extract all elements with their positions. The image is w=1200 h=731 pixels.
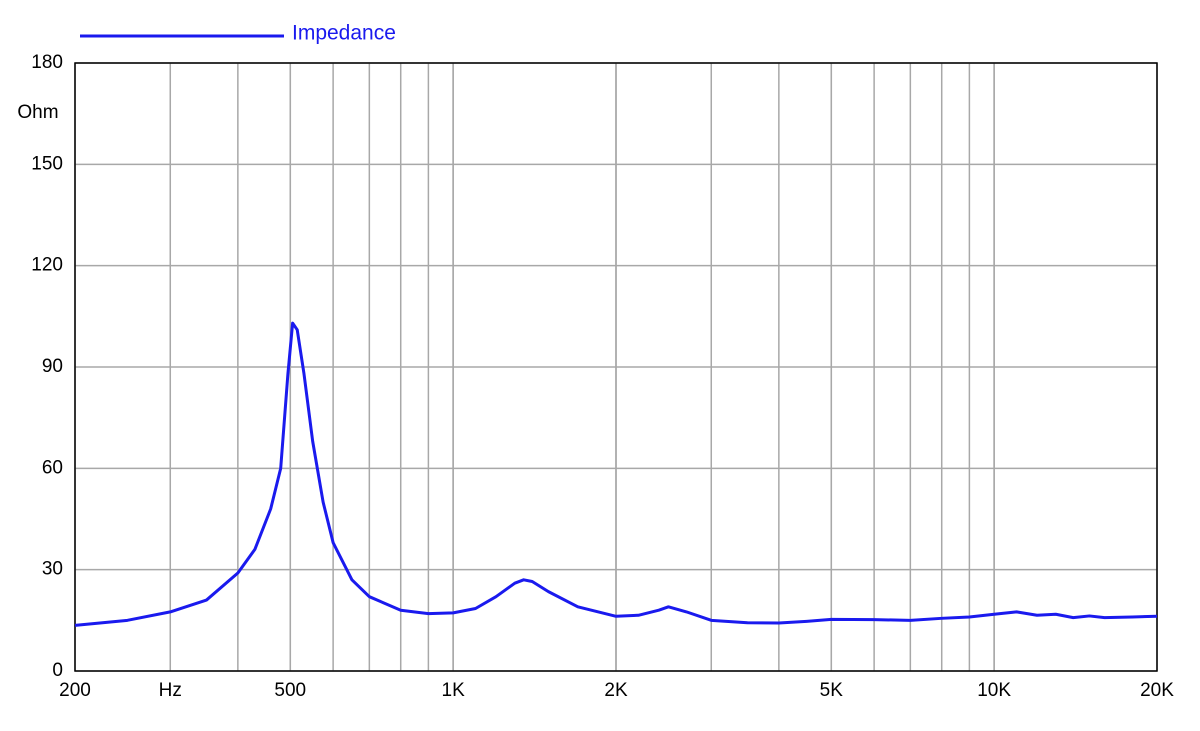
legend-label: Impedance bbox=[292, 22, 396, 45]
x-tick-label: 10K bbox=[977, 680, 1011, 701]
y-tick-label: 60 bbox=[42, 457, 63, 478]
x-tick-label: 500 bbox=[274, 680, 306, 701]
y-axis-label: Ohm bbox=[17, 102, 58, 123]
y-tick-label: 0 bbox=[52, 660, 63, 681]
impedance-line bbox=[74, 321, 1158, 627]
x-tick-label: 200 bbox=[59, 680, 91, 701]
x-tick-label: 2K bbox=[604, 680, 628, 701]
x-tick-label: 5K bbox=[820, 680, 844, 701]
y-tick-label: 180 bbox=[31, 52, 63, 73]
plot-frame bbox=[74, 62, 1158, 672]
y-tick-label: 150 bbox=[31, 153, 63, 174]
x-tick-label: 1K bbox=[442, 680, 466, 701]
x-tick-label: Hz bbox=[159, 680, 182, 701]
y-tick-label: 90 bbox=[42, 356, 63, 377]
y-tick-label: 120 bbox=[31, 255, 63, 276]
y-tick-label: 30 bbox=[42, 559, 63, 580]
x-tick-label: 20K bbox=[1140, 680, 1174, 701]
